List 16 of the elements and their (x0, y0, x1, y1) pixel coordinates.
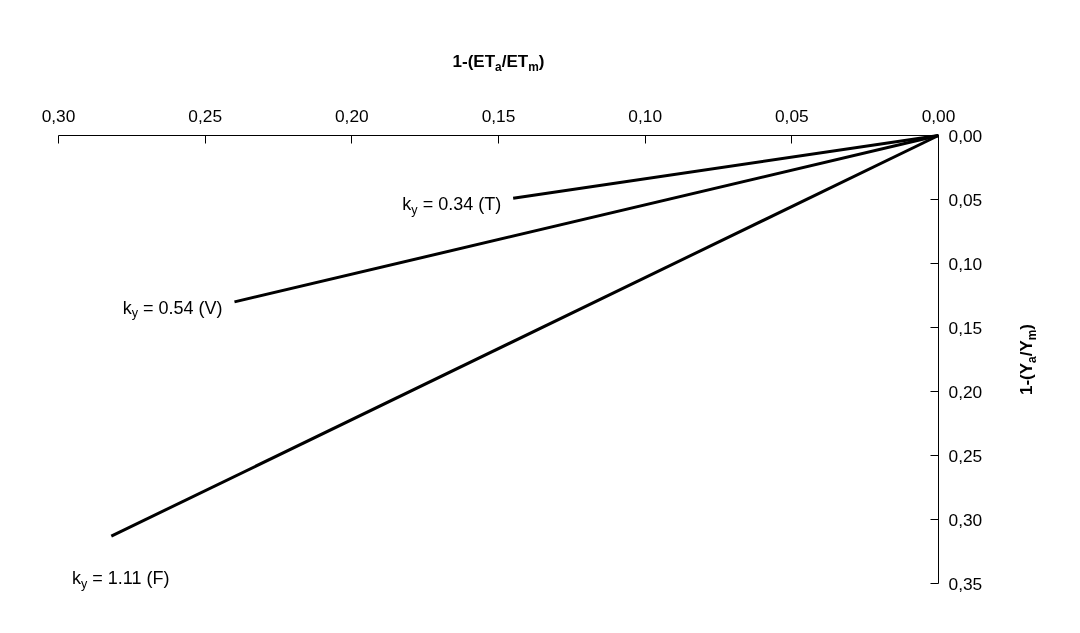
x-tick-label: 0,25 (188, 105, 223, 126)
x-tick-label: 0,00 (921, 105, 956, 126)
y-tick-label: 0,05 (948, 189, 983, 210)
y-tick-label: 0,20 (948, 381, 983, 402)
y-tick-label: 0,35 (948, 573, 983, 594)
x-tick-label: 0,10 (628, 105, 663, 126)
y-tick-label: 0,00 (948, 125, 983, 146)
x-tick-label: 0,20 (334, 105, 369, 126)
y-tick-label: 0,15 (948, 317, 983, 338)
x-tick-label: 0,05 (774, 105, 809, 126)
y2-axis-title: 1-(Ya/Ym) (1017, 323, 1039, 396)
x-tick-label: 0,30 (41, 105, 76, 126)
x-tick-label: 0,15 (481, 105, 516, 126)
y-tick-label: 0,10 (948, 253, 983, 274)
y-tick-label: 0,30 (948, 509, 983, 530)
y-tick-label: 0,25 (948, 445, 983, 466)
